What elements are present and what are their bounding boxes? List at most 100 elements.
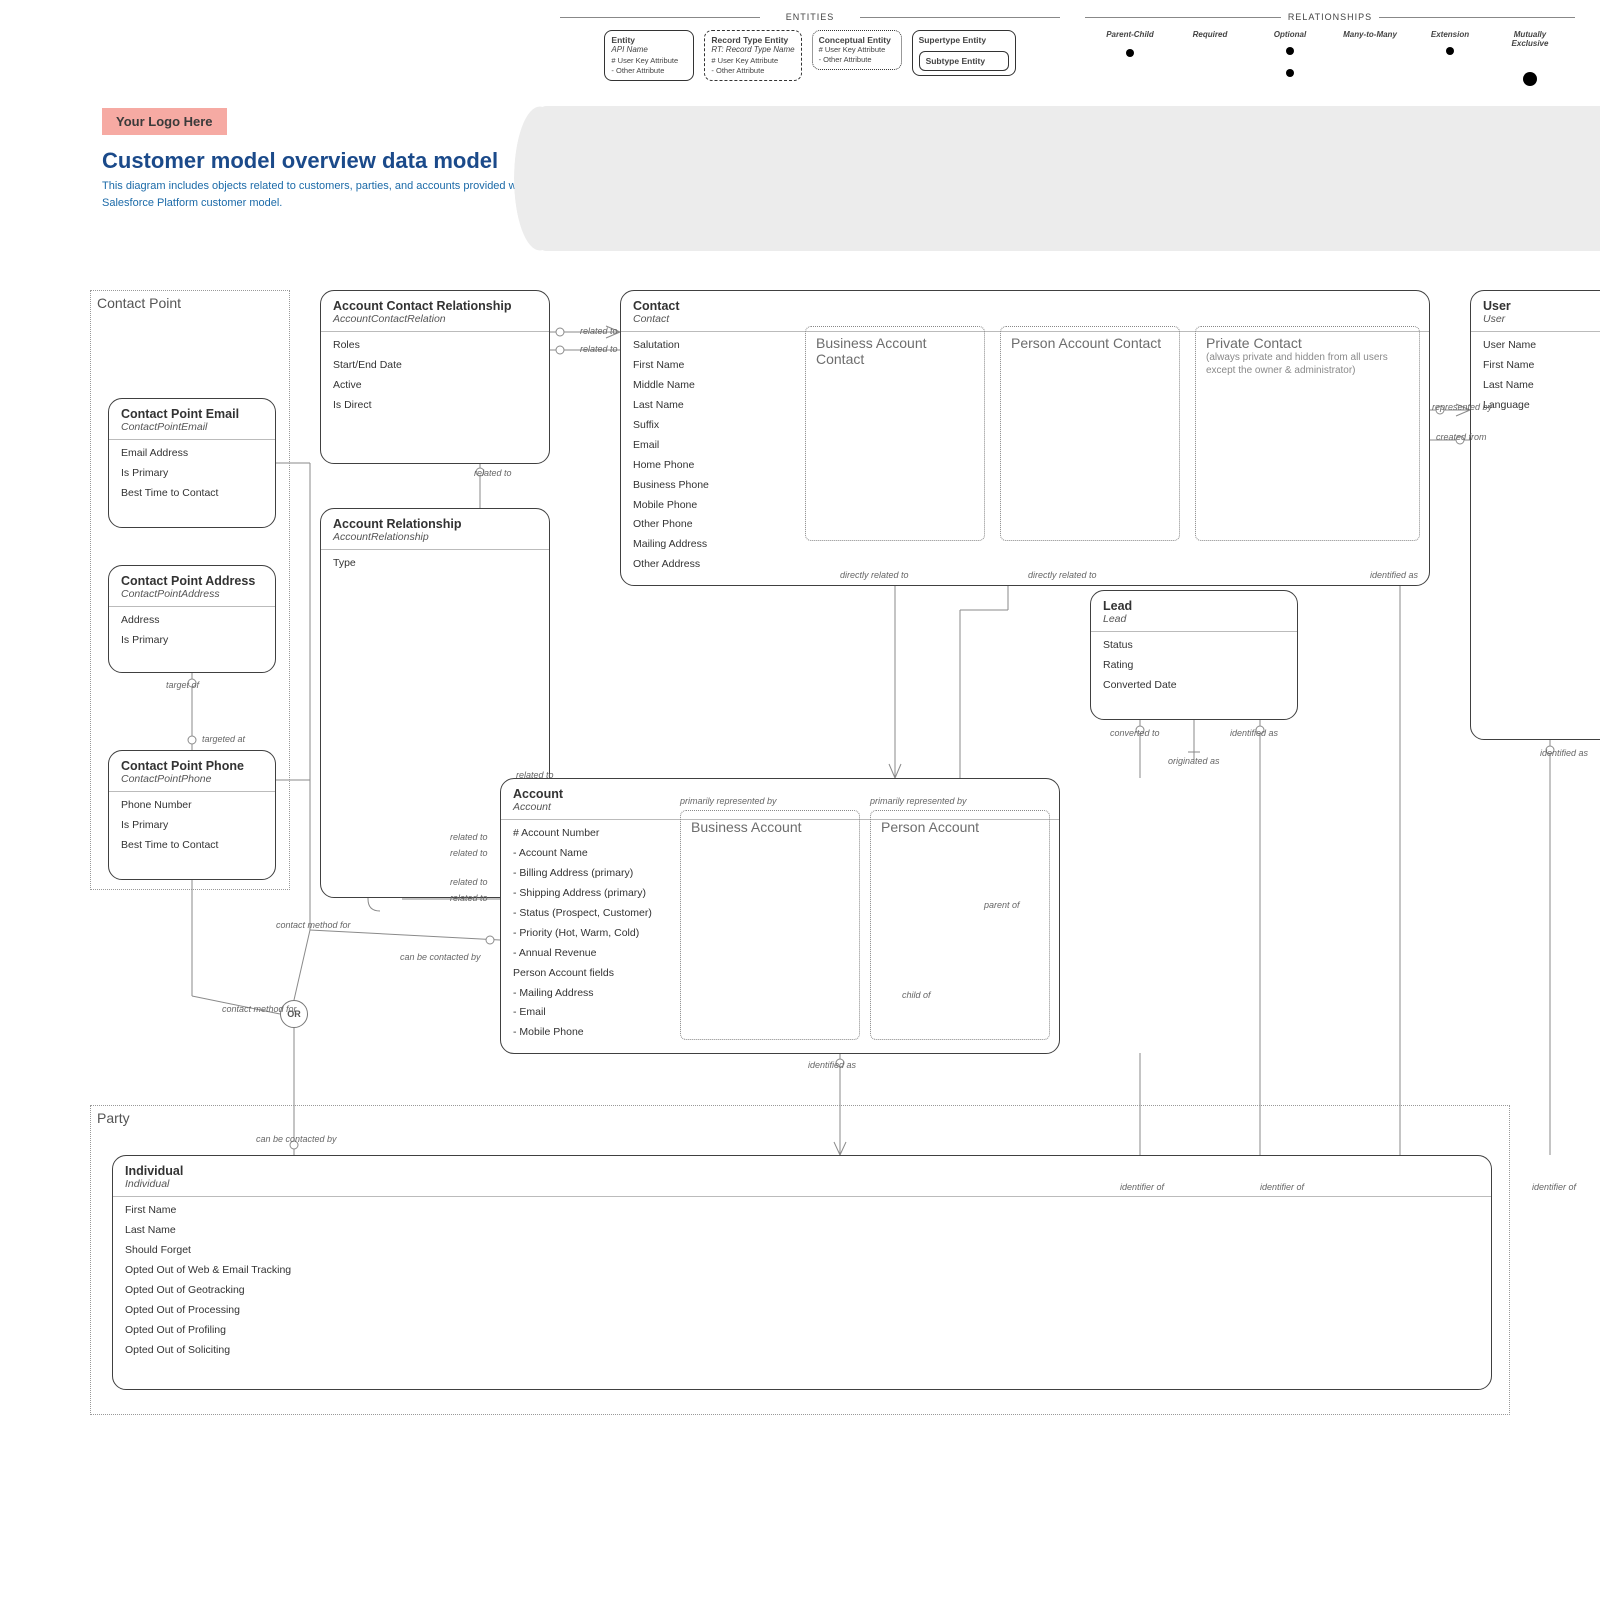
edge-label-0: related to xyxy=(580,326,618,336)
logo-text: Your Logo Here xyxy=(116,114,213,129)
subentity-pa: Person Account xyxy=(870,810,1050,1040)
edge-label-14: identified as xyxy=(1230,728,1278,738)
legend-entities-header: ENTITIES xyxy=(560,12,1060,22)
entity-user-name: User xyxy=(1483,299,1600,313)
edge-label-15: originated as xyxy=(1168,756,1220,766)
entity-lead-api: Lead xyxy=(1103,613,1285,625)
legend-relationships-header: RELATIONSHIPS xyxy=(1085,12,1575,22)
entity-lead-attr-1: Rating xyxy=(1103,656,1285,676)
entity-acr-attr-0: Roles xyxy=(333,336,537,356)
edge-label-1: related to xyxy=(580,344,618,354)
edge-label-8: directly related to xyxy=(840,570,909,580)
entity-cpp: Contact Point PhoneContactPointPhone Phon… xyxy=(108,750,276,880)
entity-cpp-attr-0: Phone Number xyxy=(121,796,263,816)
subentity-ba: Business Account xyxy=(680,810,860,1040)
entity-user-attr-0: User Name xyxy=(1483,336,1600,356)
entity-ar-name: Account Relationship xyxy=(333,517,537,531)
edge-label-11: represented by xyxy=(1432,402,1492,412)
entity-lead-attr-0: Status xyxy=(1103,636,1285,656)
edge-label-2: related to xyxy=(474,468,512,478)
edge-label-28: child of xyxy=(902,990,931,1000)
entity-individual-name: Individual xyxy=(125,1164,1479,1178)
edge-label-5: related to xyxy=(450,848,488,858)
subentity-bac: Business Account Contact xyxy=(805,326,985,541)
edge-label-26: identifier of xyxy=(1532,1182,1576,1192)
entity-cpa-attr-0: Address xyxy=(121,611,263,631)
entity-cpp-attr-2: Best Time to Contact xyxy=(121,836,263,856)
subentity-pa-rt: primarily represented by xyxy=(870,796,967,806)
edge-label-24: identifier of xyxy=(1120,1182,1164,1192)
edge-label-12: created from xyxy=(1436,432,1487,442)
entity-cpp-api: ContactPointPhone xyxy=(121,773,263,785)
group-party-label: Party xyxy=(97,1110,130,1126)
entity-individual-attr-5: Opted Out of Processing xyxy=(125,1301,1479,1321)
entity-cpe: Contact Point EmailContactPointEmail Emai… xyxy=(108,398,276,528)
entity-contact-attr-11: Other Address xyxy=(633,555,1417,575)
subentity-ba-name: Business Account xyxy=(681,811,859,835)
entity-cpe-attr-1: Is Primary xyxy=(121,464,263,484)
legend-background xyxy=(540,106,1600,251)
legend-rel-extension: Extension xyxy=(1415,30,1485,97)
entity-cpe-name: Contact Point Email xyxy=(121,407,263,421)
entity-acr-name: Account Contact Relationship xyxy=(333,299,537,313)
edge-label-13: converted to xyxy=(1110,728,1160,738)
legend-rel-optional: Optional xyxy=(1255,30,1325,97)
entity-lead-attr-2: Converted Date xyxy=(1103,676,1285,696)
edge-label-18: can be contacted by xyxy=(400,952,481,962)
legend-rel-required-icon xyxy=(1199,43,1221,97)
page-subtitle: This diagram includes objects related to… xyxy=(102,178,562,211)
entity-individual-attr-2: Should Forget xyxy=(125,1241,1479,1261)
edge-label-21: can be contacted by xyxy=(256,1134,337,1144)
subentity-privc-desc: (always private and hidden from all user… xyxy=(1196,351,1419,383)
entity-lead: LeadLead StatusRatingConverted Date xyxy=(1090,590,1298,720)
edge-label-4: related to xyxy=(450,832,488,842)
legend-entity-conceptual: Conceptual Entity # User Key Attribute -… xyxy=(812,30,902,70)
legend-rel-extension-icon xyxy=(1439,43,1461,97)
logo-badge: Your Logo Here xyxy=(102,108,227,135)
entity-user-attr-2: Last Name xyxy=(1483,376,1600,396)
entity-user: UserUserUser NameFirst NameLast NameLang… xyxy=(1470,290,1600,740)
entity-individual-attr-1: Last Name xyxy=(125,1221,1479,1241)
legend-entity-subtype: Subtype Entity xyxy=(919,51,1009,71)
entity-acr-attr-3: Is Direct xyxy=(333,396,537,416)
subentity-pac: Person Account Contact xyxy=(1000,326,1180,541)
legend-rel-parentchild-icon xyxy=(1119,43,1141,97)
edge-label-10: identified as xyxy=(1370,570,1418,580)
entity-individual-attr-0: First Name xyxy=(125,1201,1479,1221)
legend-rel-mutuallyexclusive-icon xyxy=(1513,52,1547,106)
edge-label-22: target of xyxy=(166,680,199,690)
entity-cpe-attr-0: Email Address xyxy=(121,444,263,464)
edge-label-25: identifier of xyxy=(1260,1182,1304,1192)
entity-contact-name: Contact xyxy=(633,299,1417,313)
legend-relationships: RELATIONSHIPS Parent-Child Required Opti… xyxy=(1085,12,1575,106)
edge-label-17: identified as xyxy=(808,1060,856,1070)
entity-lead-name: Lead xyxy=(1103,599,1285,613)
group-contact-point-label: Contact Point xyxy=(97,295,181,311)
entity-user-api: User xyxy=(1483,313,1600,325)
entity-acr-attr-1: Start/End Date xyxy=(333,356,537,376)
legend-rel-parentchild: Parent-Child xyxy=(1095,30,1165,97)
page-title: Customer model overview data model xyxy=(102,148,498,174)
subentity-privc-name: Private Contact xyxy=(1196,327,1419,351)
subentity-pa-name: Person Account xyxy=(871,811,1049,835)
legend-rel-optional-icon xyxy=(1279,43,1301,97)
edge-label-23: targeted at xyxy=(202,734,245,744)
entity-ar-attr-0: Type xyxy=(333,554,537,574)
entity-acr-attr-2: Active xyxy=(333,376,537,396)
entity-ar-api: AccountRelationship xyxy=(333,531,537,543)
entity-cpp-name: Contact Point Phone xyxy=(121,759,263,773)
legend-entity-supertype: Supertype Entity Subtype Entity xyxy=(912,30,1016,76)
entity-individual-attr-6: Opted Out of Profiling xyxy=(125,1321,1479,1341)
entity-cpe-attr-2: Best Time to Contact xyxy=(121,484,263,504)
subentity-ba-rt: primarily represented by xyxy=(680,796,777,806)
entity-cpe-api: ContactPointEmail xyxy=(121,421,263,433)
entity-acr: Account Contact RelationshipAccountConta… xyxy=(320,290,550,464)
entity-cpp-attr-1: Is Primary xyxy=(121,816,263,836)
legend-rel-manytomany-icon xyxy=(1359,43,1381,97)
edge-label-27: parent of xyxy=(984,900,1020,910)
subentity-privc: Private Contact(always private and hidde… xyxy=(1195,326,1420,541)
entity-cpa-attr-1: Is Primary xyxy=(121,631,263,651)
edge-label-19: contact method for xyxy=(276,920,351,930)
subentity-bac-name: Business Account Contact xyxy=(806,327,984,367)
legend-rel-mutuallyexclusive: Mutually Exclusive xyxy=(1495,30,1565,106)
